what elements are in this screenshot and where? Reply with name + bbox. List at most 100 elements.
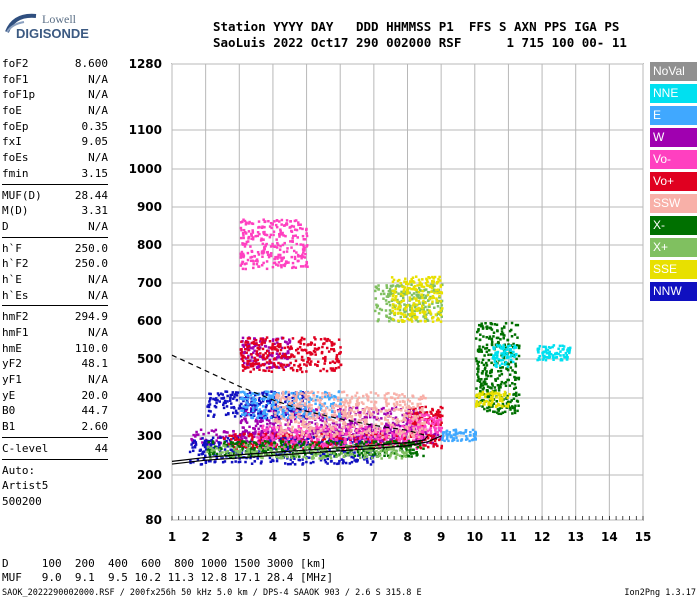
echo-point bbox=[362, 411, 366, 415]
echo-point bbox=[276, 412, 279, 415]
echo-point bbox=[516, 409, 519, 413]
echo-point bbox=[262, 363, 266, 367]
echo-point bbox=[427, 311, 431, 315]
echo-point bbox=[299, 416, 302, 419]
echo-point bbox=[501, 400, 504, 403]
echo-point bbox=[251, 444, 255, 447]
echo-point bbox=[350, 409, 353, 412]
echo-point bbox=[252, 359, 255, 363]
echo-point bbox=[484, 372, 488, 375]
echo-point bbox=[359, 439, 362, 443]
echo-point bbox=[424, 418, 428, 422]
echo-point bbox=[247, 431, 250, 435]
echo-point bbox=[316, 415, 319, 419]
echo-point bbox=[377, 443, 380, 446]
echo-point bbox=[394, 440, 397, 444]
echo-point bbox=[270, 366, 274, 369]
echo-point bbox=[225, 443, 229, 447]
echo-point bbox=[247, 235, 251, 239]
echo-point bbox=[290, 420, 293, 424]
echo-point bbox=[319, 369, 322, 373]
echo-point bbox=[261, 393, 265, 396]
echo-point bbox=[299, 437, 303, 440]
echo-point bbox=[393, 404, 397, 408]
echo-point bbox=[253, 255, 257, 258]
echo-point bbox=[243, 356, 246, 359]
echo-point bbox=[302, 238, 306, 241]
echo-point bbox=[513, 344, 516, 348]
echo-point bbox=[246, 258, 250, 262]
echo-point bbox=[283, 434, 286, 438]
echo-point bbox=[363, 458, 366, 461]
autoscaling-line: Auto: bbox=[2, 463, 36, 477]
echo-point bbox=[472, 432, 476, 436]
echo-point bbox=[507, 356, 510, 359]
param-row-hme: hmE 110.0 bbox=[2, 341, 108, 357]
echo-point bbox=[329, 451, 333, 455]
echo-point bbox=[478, 345, 481, 348]
echo-point bbox=[446, 436, 449, 439]
echo-point bbox=[234, 409, 238, 413]
echo-point bbox=[195, 430, 198, 434]
echo-point bbox=[284, 390, 288, 394]
echo-point bbox=[509, 349, 512, 352]
echo-point bbox=[302, 455, 305, 459]
echo-point bbox=[389, 438, 392, 441]
echo-point bbox=[414, 288, 417, 291]
echo-point bbox=[423, 436, 427, 439]
param-value: 250.0 bbox=[74, 241, 108, 255]
echo-point bbox=[273, 428, 277, 432]
echo-point bbox=[283, 363, 286, 367]
echo-point bbox=[417, 293, 420, 297]
echo-point bbox=[491, 393, 495, 397]
echo-point bbox=[273, 342, 276, 346]
echo-point bbox=[403, 426, 406, 429]
echo-point bbox=[351, 433, 355, 437]
echo-point bbox=[349, 438, 352, 442]
echo-point bbox=[389, 428, 392, 431]
echo-point bbox=[504, 346, 508, 349]
echo-point bbox=[418, 426, 421, 430]
echo-point bbox=[568, 348, 572, 351]
echo-point bbox=[385, 441, 389, 444]
echo-point bbox=[403, 395, 406, 398]
y-tick-label: 1280 bbox=[129, 57, 162, 71]
echo-point bbox=[566, 355, 569, 359]
echo-point bbox=[272, 426, 276, 429]
echo-point bbox=[490, 361, 493, 365]
param-label: fxI bbox=[2, 135, 22, 149]
echo-point bbox=[280, 363, 283, 366]
echo-point bbox=[515, 357, 518, 361]
echo-point bbox=[379, 449, 383, 453]
echo-point bbox=[302, 251, 305, 254]
echo-point bbox=[353, 451, 356, 454]
echo-point bbox=[290, 224, 294, 228]
echo-point bbox=[235, 398, 239, 402]
echo-point bbox=[275, 246, 279, 249]
echo-point bbox=[264, 408, 268, 412]
echo-point bbox=[269, 221, 273, 225]
echo-point bbox=[258, 403, 261, 406]
echo-point bbox=[387, 293, 390, 296]
echo-point bbox=[264, 390, 268, 393]
echo-point bbox=[261, 338, 265, 341]
echo-point bbox=[398, 428, 401, 432]
echo-point bbox=[378, 453, 382, 457]
echo-point bbox=[274, 223, 278, 227]
echo-point bbox=[501, 411, 505, 414]
echo-point bbox=[366, 451, 369, 454]
echo-point bbox=[224, 435, 228, 438]
echo-point bbox=[341, 461, 345, 465]
echo-point bbox=[248, 433, 252, 437]
echo-point bbox=[369, 449, 372, 453]
echo-point bbox=[411, 304, 415, 307]
echo-point bbox=[220, 397, 223, 400]
echo-point bbox=[374, 452, 377, 456]
echo-point bbox=[277, 261, 281, 264]
param-label: B0 bbox=[2, 404, 16, 418]
echo-point bbox=[317, 426, 320, 430]
echo-point bbox=[404, 416, 408, 419]
echo-point bbox=[346, 447, 349, 450]
echo-point bbox=[411, 452, 415, 455]
